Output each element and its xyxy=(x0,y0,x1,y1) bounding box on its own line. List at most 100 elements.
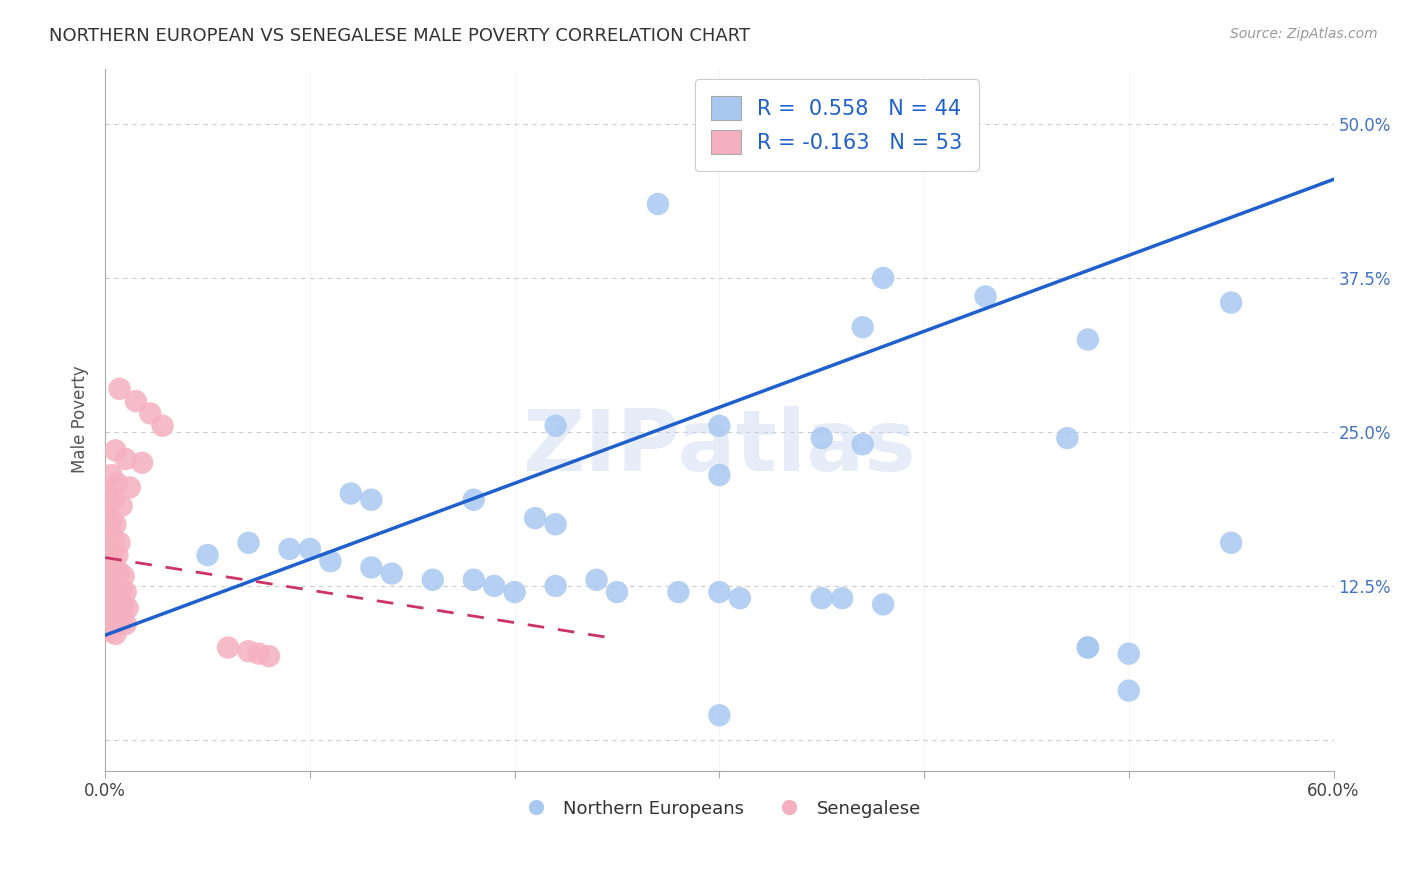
Point xyxy=(96,554,118,568)
Point xyxy=(1118,683,1140,698)
Point xyxy=(114,585,136,599)
Point xyxy=(544,579,567,593)
Y-axis label: Male Poverty: Male Poverty xyxy=(72,366,89,474)
Point xyxy=(381,566,404,581)
Point xyxy=(104,563,127,577)
Point xyxy=(340,486,363,500)
Point xyxy=(107,580,129,594)
Text: Source: ZipAtlas.com: Source: ZipAtlas.com xyxy=(1230,27,1378,41)
Point xyxy=(108,596,131,610)
Point xyxy=(1077,333,1099,347)
Point xyxy=(544,418,567,433)
Point xyxy=(139,407,162,421)
Point xyxy=(668,585,690,599)
Point xyxy=(953,136,976,150)
Point xyxy=(831,591,853,606)
Point xyxy=(110,582,132,597)
Point xyxy=(96,486,118,500)
Point xyxy=(107,548,129,562)
Point xyxy=(278,541,301,556)
Point xyxy=(1077,640,1099,655)
Point xyxy=(100,468,122,483)
Text: ZIPatlas: ZIPatlas xyxy=(523,406,917,489)
Point xyxy=(247,647,270,661)
Point xyxy=(131,456,153,470)
Point xyxy=(422,573,444,587)
Point xyxy=(104,593,127,607)
Point xyxy=(1220,295,1243,310)
Point xyxy=(852,437,875,451)
Point xyxy=(298,541,321,556)
Point xyxy=(360,492,382,507)
Point xyxy=(810,591,832,606)
Point xyxy=(98,622,121,636)
Point xyxy=(104,627,127,641)
Point xyxy=(1118,647,1140,661)
Point xyxy=(104,443,127,458)
Point xyxy=(114,452,136,467)
Point xyxy=(107,476,129,491)
Point xyxy=(100,591,122,606)
Point xyxy=(709,468,731,483)
Point xyxy=(1056,431,1078,445)
Point xyxy=(104,517,127,532)
Point xyxy=(217,640,239,655)
Point xyxy=(118,480,141,494)
Point xyxy=(108,382,131,396)
Point xyxy=(1077,640,1099,655)
Point xyxy=(100,546,122,560)
Point xyxy=(112,569,135,583)
Legend: Northern Europeans, Senegalese: Northern Europeans, Senegalese xyxy=(510,792,928,825)
Point xyxy=(524,511,547,525)
Point xyxy=(117,601,139,615)
Point xyxy=(103,492,125,507)
Point xyxy=(125,394,148,409)
Point xyxy=(544,517,567,532)
Point xyxy=(152,418,174,433)
Point xyxy=(1220,536,1243,550)
Point xyxy=(709,585,731,599)
Point xyxy=(108,566,131,580)
Point xyxy=(98,541,121,556)
Point xyxy=(98,589,121,603)
Point xyxy=(585,573,607,587)
Text: NORTHERN EUROPEAN VS SENEGALESE MALE POVERTY CORRELATION CHART: NORTHERN EUROPEAN VS SENEGALESE MALE POV… xyxy=(49,27,751,45)
Point xyxy=(103,560,125,574)
Point xyxy=(103,577,125,591)
Point xyxy=(100,514,122,528)
Point xyxy=(810,431,832,445)
Point xyxy=(482,579,505,593)
Point xyxy=(108,536,131,550)
Point xyxy=(107,612,129,626)
Point xyxy=(319,554,342,568)
Point xyxy=(98,558,121,572)
Point xyxy=(98,607,121,622)
Point xyxy=(98,575,121,590)
Point xyxy=(96,605,118,619)
Point xyxy=(503,585,526,599)
Point xyxy=(463,492,485,507)
Point xyxy=(100,624,122,639)
Point xyxy=(98,525,121,540)
Point xyxy=(709,418,731,433)
Point xyxy=(872,271,894,285)
Point xyxy=(103,532,125,546)
Point xyxy=(647,197,669,211)
Point xyxy=(728,591,751,606)
Point xyxy=(197,548,219,562)
Point xyxy=(463,573,485,587)
Point xyxy=(606,585,628,599)
Point xyxy=(103,609,125,624)
Point xyxy=(709,708,731,723)
Point xyxy=(257,649,280,664)
Point xyxy=(974,289,997,303)
Point xyxy=(114,617,136,632)
Point xyxy=(872,598,894,612)
Point xyxy=(238,536,260,550)
Point xyxy=(112,599,135,613)
Point xyxy=(110,499,132,513)
Point xyxy=(96,508,118,522)
Point xyxy=(110,615,132,629)
Point xyxy=(852,320,875,334)
Point xyxy=(360,560,382,574)
